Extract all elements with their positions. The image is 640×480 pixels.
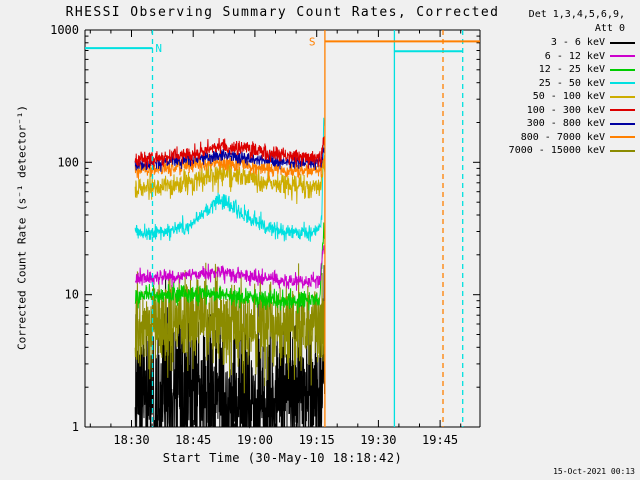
y-axis-label: Corrected Count Rate (s⁻¹ detector⁻¹) bbox=[15, 104, 29, 351]
legend-item-color-swatch bbox=[610, 149, 635, 152]
flag-label-S: S bbox=[309, 35, 316, 48]
legend-item-color-swatch bbox=[610, 136, 635, 139]
series-800-7000keV bbox=[134, 153, 326, 180]
legend-item: 6 - 12 keV bbox=[501, 50, 635, 64]
plot-generation-timestamp: 15-Oct-2021 00:13 bbox=[553, 467, 635, 476]
legend-item-color-swatch bbox=[610, 95, 635, 98]
series-12-25keV bbox=[134, 222, 325, 314]
legend-item: 12 - 25 keV bbox=[501, 63, 635, 77]
legend-item-color-swatch bbox=[610, 68, 635, 71]
legend-item: 50 - 100 keV bbox=[501, 90, 635, 104]
y-tick-label: 1 bbox=[72, 420, 79, 434]
legend-item-label: 3 - 6 keV bbox=[550, 37, 605, 49]
legend-item-label: 800 - 7000 keV bbox=[520, 131, 605, 143]
legend-item-label: 50 - 100 keV bbox=[532, 91, 605, 103]
legend-item-label: 7000 - 15000 keV bbox=[508, 145, 605, 157]
legend-item: 7000 - 15000 keV bbox=[501, 144, 635, 158]
legend-item: 800 - 7000 keV bbox=[501, 131, 635, 145]
legend-item-color-swatch bbox=[610, 41, 635, 44]
legend-item: 25 - 50 keV bbox=[501, 77, 635, 91]
legend-item-color-swatch bbox=[610, 55, 635, 58]
y-tick-label: 100 bbox=[57, 155, 79, 169]
x-tick-label: 18:45 bbox=[175, 433, 211, 447]
series-25-50keV bbox=[134, 117, 326, 242]
legend-detector-list: Det 1,3,4,5,6,9, bbox=[528, 9, 625, 20]
series-7000-15000keV bbox=[134, 262, 326, 394]
legend-entries: 3 - 6 keV 6 - 12 keV 12 - 25 keV 25 - 50 ke… bbox=[501, 36, 635, 158]
x-tick-label: 19:15 bbox=[299, 433, 335, 447]
y-tick-label: 1000 bbox=[50, 23, 79, 37]
legend-item-color-swatch bbox=[610, 109, 635, 112]
legend-item-color-swatch bbox=[610, 82, 635, 85]
x-tick-label: 19:45 bbox=[422, 433, 458, 447]
series-3-6keV bbox=[134, 265, 326, 429]
legend-item-label: 100 - 300 keV bbox=[526, 104, 605, 116]
legend-attenuator-state: Att 0 bbox=[594, 23, 625, 34]
legend-item-label: 6 - 12 keV bbox=[544, 50, 605, 62]
legend-item: 100 - 300 keV bbox=[501, 104, 635, 118]
x-axis-label: Start Time (30-May-10 18:18:42) bbox=[162, 451, 403, 465]
x-tick-label: 19:00 bbox=[237, 433, 273, 447]
series-100-300keV bbox=[134, 136, 326, 169]
chart-title: RHESSI Observing Summary Count Rates, Co… bbox=[65, 5, 500, 20]
legend-item-label: 12 - 25 keV bbox=[538, 64, 605, 76]
legend-item: 300 - 800 keV bbox=[501, 117, 635, 131]
x-tick-label: 18:30 bbox=[113, 433, 149, 447]
legend: Det 1,3,4,5,6,9, Att 0 3 - 6 keV 6 - 12 k… bbox=[501, 8, 635, 158]
legend-item-label: 300 - 800 keV bbox=[526, 118, 605, 130]
legend-item-label: 25 - 50 keV bbox=[538, 77, 605, 89]
flag-label-N: N bbox=[155, 42, 162, 55]
x-tick-label: 19:30 bbox=[360, 433, 396, 447]
legend-item: 3 - 6 keV bbox=[501, 36, 635, 50]
legend-item-color-swatch bbox=[610, 122, 635, 125]
y-tick-label: 10 bbox=[65, 288, 79, 302]
series-6-12keV bbox=[134, 245, 326, 291]
